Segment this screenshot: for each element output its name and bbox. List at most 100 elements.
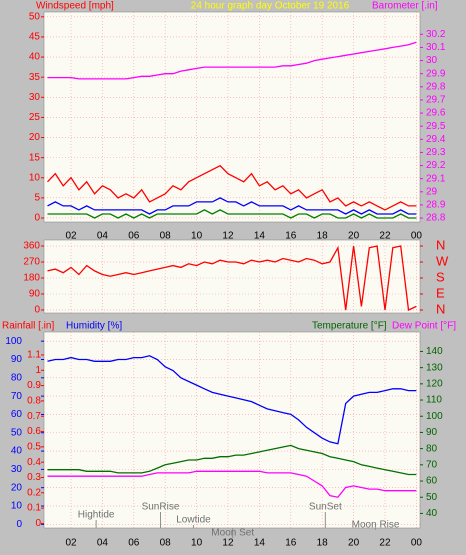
- y-tick-label: 0.6: [27, 426, 41, 437]
- x-tick-label: 08: [160, 231, 172, 242]
- y-tick-label: 110: [426, 395, 442, 406]
- y-tick-label: 120: [426, 378, 443, 389]
- y-tick-label: 50: [29, 11, 41, 22]
- y-tick-label: 100: [426, 411, 443, 422]
- series-line: [47, 197, 417, 215]
- x-tick-label: 22: [379, 538, 391, 549]
- y-tick-label: 45: [29, 32, 41, 43]
- y-tick-label: 10: [11, 501, 23, 512]
- axis-label: Rainfall [.in]: [2, 321, 54, 332]
- y-tick-label: 80: [11, 372, 23, 383]
- y-tick-label: 28.8: [426, 213, 446, 224]
- y-tick-label: W: [436, 253, 449, 268]
- x-tick-label: 00: [411, 538, 423, 549]
- y-tick-label: 0.8: [27, 396, 41, 407]
- series-line: [47, 209, 417, 219]
- y-tick-label: 10: [29, 172, 41, 183]
- y-tick-label: 29.8: [426, 81, 446, 92]
- x-tick-label: 10: [191, 231, 203, 242]
- y-tick-label: 100: [5, 336, 22, 347]
- axis-label: Barometer [.in]: [372, 1, 438, 12]
- y-tick-label: 70: [11, 391, 23, 402]
- y-tick-label: 15: [29, 152, 41, 163]
- y-tick-label: 1.1: [27, 350, 41, 361]
- y-tick-label: 360: [23, 241, 40, 252]
- y-tick-label: 30.1: [426, 42, 446, 53]
- y-tick-label: 90: [11, 354, 23, 365]
- y-tick-label: 20: [11, 482, 23, 493]
- x-tick-label: 14: [254, 538, 266, 549]
- y-tick-label: S: [436, 269, 445, 284]
- y-tick-label: 90: [29, 289, 41, 300]
- y-tick-label: 0.5: [27, 441, 41, 452]
- y-tick-label: 0.1: [27, 503, 41, 514]
- y-tick-label: 80: [426, 443, 438, 454]
- series-line: [47, 164, 417, 211]
- y-tick-label: 0: [34, 305, 40, 316]
- y-tick-label: 30: [11, 464, 23, 475]
- y-tick-label: 5: [34, 193, 40, 204]
- x-tick-label: 20: [348, 231, 360, 242]
- y-tick-label: 0.9: [27, 380, 41, 391]
- y-tick-label: 0.4: [27, 457, 41, 468]
- y-tick-label: 29.2: [426, 160, 446, 171]
- x-tick-label: 04: [97, 538, 109, 549]
- y-tick-label: 0.2: [27, 487, 41, 498]
- y-tick-label: 0.7: [27, 411, 41, 422]
- x-tick-label: 12: [222, 538, 234, 549]
- y-tick-label: 29.6: [426, 108, 446, 119]
- x-tick-label: 16: [285, 538, 297, 549]
- series-line: [47, 41, 417, 80]
- axis-label: 24 hour graph day October 19 2016: [191, 1, 350, 12]
- plot-area: [43, 331, 421, 529]
- x-tick-label: 16: [285, 231, 297, 242]
- axis-label: Humidity [%]: [66, 321, 122, 332]
- y-tick-label: 130: [426, 362, 443, 373]
- plot-area: [43, 11, 421, 223]
- y-tick-label: 0: [35, 518, 41, 529]
- y-tick-label: 29.9: [426, 68, 446, 79]
- y-tick-label: 29: [426, 186, 438, 197]
- y-tick-label: 140: [426, 346, 443, 357]
- y-tick-label: E: [436, 285, 445, 300]
- y-tick-label: 70: [426, 459, 438, 470]
- y-tick-label: 29.3: [426, 147, 446, 158]
- series-line: [47, 470, 417, 498]
- x-tick-label: 08: [160, 538, 172, 549]
- annotation: SunSet: [309, 502, 342, 513]
- y-tick-label: 1: [35, 365, 41, 376]
- plot-area: [43, 239, 421, 314]
- y-tick-label: 60: [426, 476, 438, 487]
- series-line: [47, 355, 417, 445]
- x-tick-label: 00: [411, 231, 423, 242]
- y-tick-label: 30: [426, 55, 438, 66]
- x-tick-label: 04: [97, 231, 109, 242]
- series-line: [47, 245, 417, 311]
- annotation: Moon Rise: [352, 520, 400, 531]
- y-tick-label: 40: [11, 446, 23, 457]
- axis-label: Windspeed [mph]: [36, 1, 114, 12]
- series-line: [47, 444, 417, 476]
- x-tick-label: 18: [317, 231, 329, 242]
- y-tick-label: N: [436, 237, 445, 252]
- y-tick-label: 180: [23, 273, 40, 284]
- y-tick-label: 30.2: [426, 29, 446, 40]
- x-tick-label: 18: [317, 538, 329, 549]
- y-tick-label: 50: [426, 492, 438, 503]
- axis-label: Temperature [°F]: [312, 321, 387, 332]
- annotation: Lowtide: [176, 515, 211, 526]
- annotation: Moon Set: [211, 528, 254, 539]
- x-tick-label: 02: [65, 231, 77, 242]
- y-tick-label: 29.5: [426, 121, 446, 132]
- y-tick-label: 30: [29, 92, 41, 103]
- y-tick-label: 29.4: [426, 134, 446, 145]
- y-tick-label: 0.3: [27, 472, 41, 483]
- x-tick-label: 12: [222, 231, 234, 242]
- y-tick-label: 0: [34, 213, 40, 224]
- y-tick-label: 40: [426, 508, 438, 519]
- x-tick-label: 20: [348, 538, 360, 549]
- y-tick-label: 0: [16, 519, 22, 530]
- x-tick-label: 14: [254, 231, 266, 242]
- x-tick-label: 06: [128, 231, 140, 242]
